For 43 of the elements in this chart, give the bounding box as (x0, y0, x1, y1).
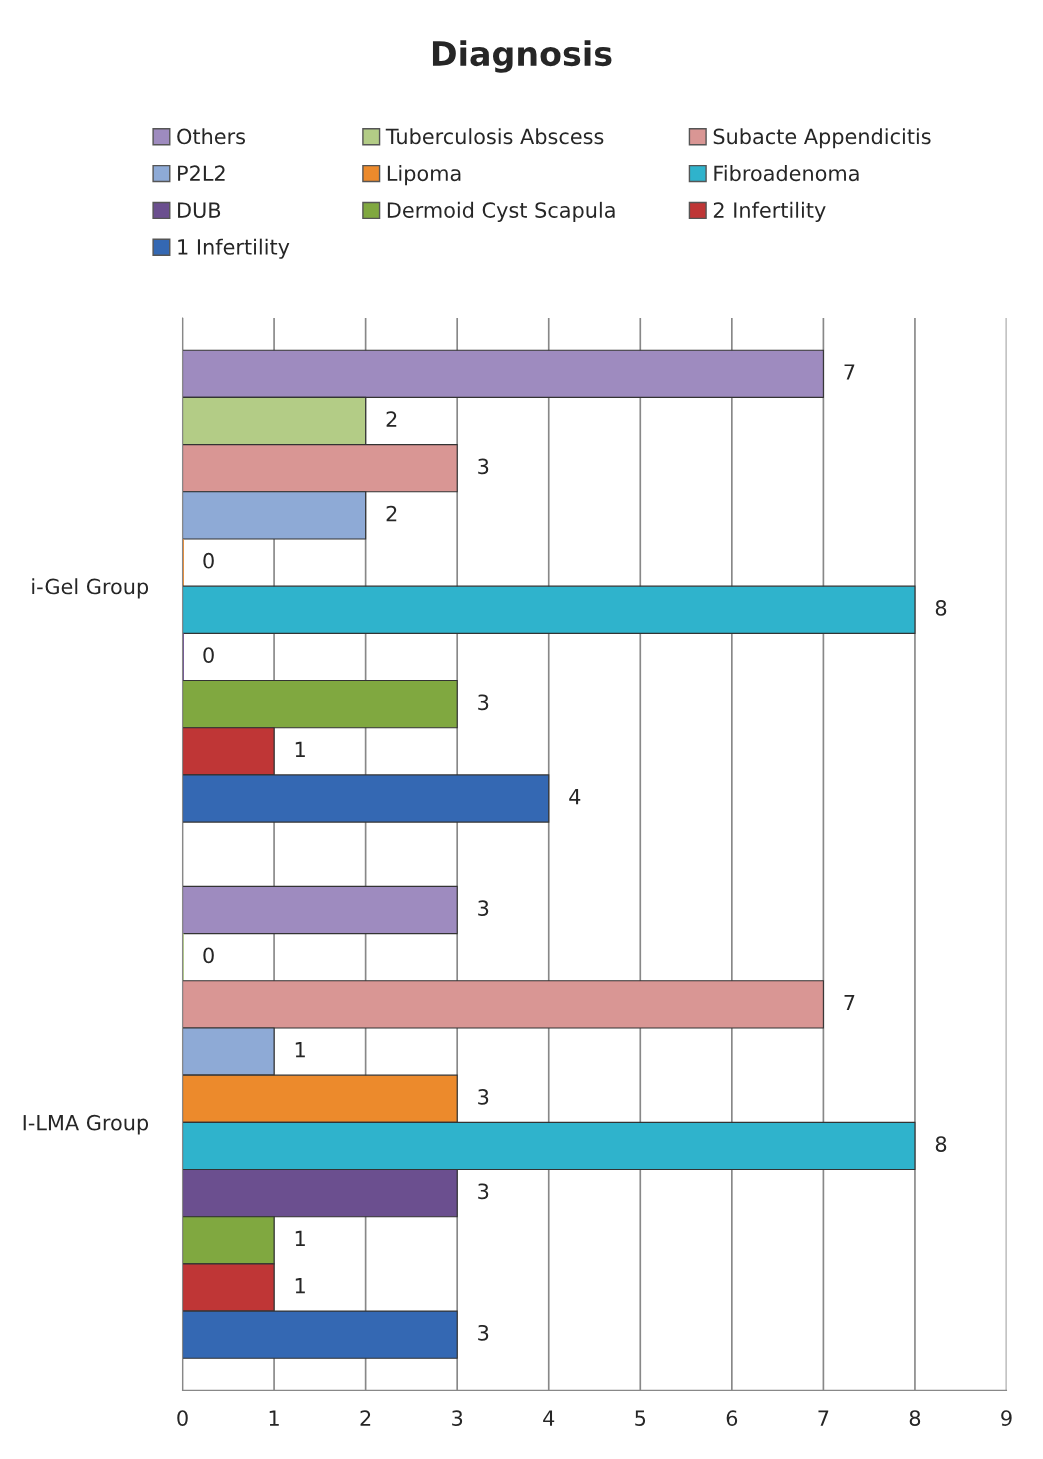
data-label: 7 (844, 364, 855, 380)
data-label: 3 (478, 458, 489, 475)
legend-label: 2 Infertility (713, 201, 826, 222)
legend-label: Tuberculosis Abscess (385, 128, 604, 145)
legend-label: Others (177, 128, 246, 145)
data-label: 7 (844, 994, 855, 1011)
legend-label: Fibroadenoma (714, 165, 859, 182)
data-label: 8 (935, 1136, 947, 1152)
x-tick-label: 1 (269, 1410, 279, 1426)
data-label: 3 (478, 1089, 489, 1105)
x-tick-label: 8 (909, 1410, 921, 1426)
data-label: 8 (935, 600, 947, 616)
chart-title: Diagnosis (432, 40, 612, 73)
data-label: 3 (478, 1324, 489, 1341)
data-label: 1 (295, 1278, 305, 1294)
data-label: 1 (295, 741, 305, 758)
y-tick-label: I-LMA Group (23, 1114, 149, 1135)
data-label: 0 (203, 552, 214, 569)
data-label: 2 (386, 411, 397, 427)
legend-label: DUB (178, 202, 221, 218)
legend-label: 1 Infertility (178, 238, 290, 259)
y-tick-label: i-Gel Group (32, 578, 149, 599)
x-tick-label: 9 (1001, 1410, 1012, 1426)
data-label: 3 (478, 694, 489, 711)
data-label: 0 (203, 647, 214, 663)
data-label: 0 (203, 947, 214, 964)
legend-label: P2L2 (178, 165, 225, 181)
x-tick-label: 3 (452, 1410, 463, 1426)
data-label: 1 (295, 1042, 305, 1058)
legend-label: Subacte Appendicitis (713, 128, 931, 149)
x-tick-label: 7 (818, 1410, 829, 1426)
legend-label: Dermoid Cyst Scapula (387, 201, 615, 222)
x-tick-label: 5 (635, 1410, 646, 1426)
data-label: 3 (478, 900, 489, 917)
x-tick-label: 2 (360, 1410, 371, 1426)
data-label: 3 (478, 1183, 489, 1200)
x-tick-label: 6 (726, 1410, 738, 1426)
data-label: 4 (569, 789, 581, 805)
x-tick-label: 4 (543, 1410, 555, 1426)
legend-label: Lipoma (387, 165, 461, 186)
data-label: 1 (295, 1230, 305, 1247)
data-label: 2 (386, 505, 397, 522)
x-tick-label: 0 (177, 1410, 188, 1426)
